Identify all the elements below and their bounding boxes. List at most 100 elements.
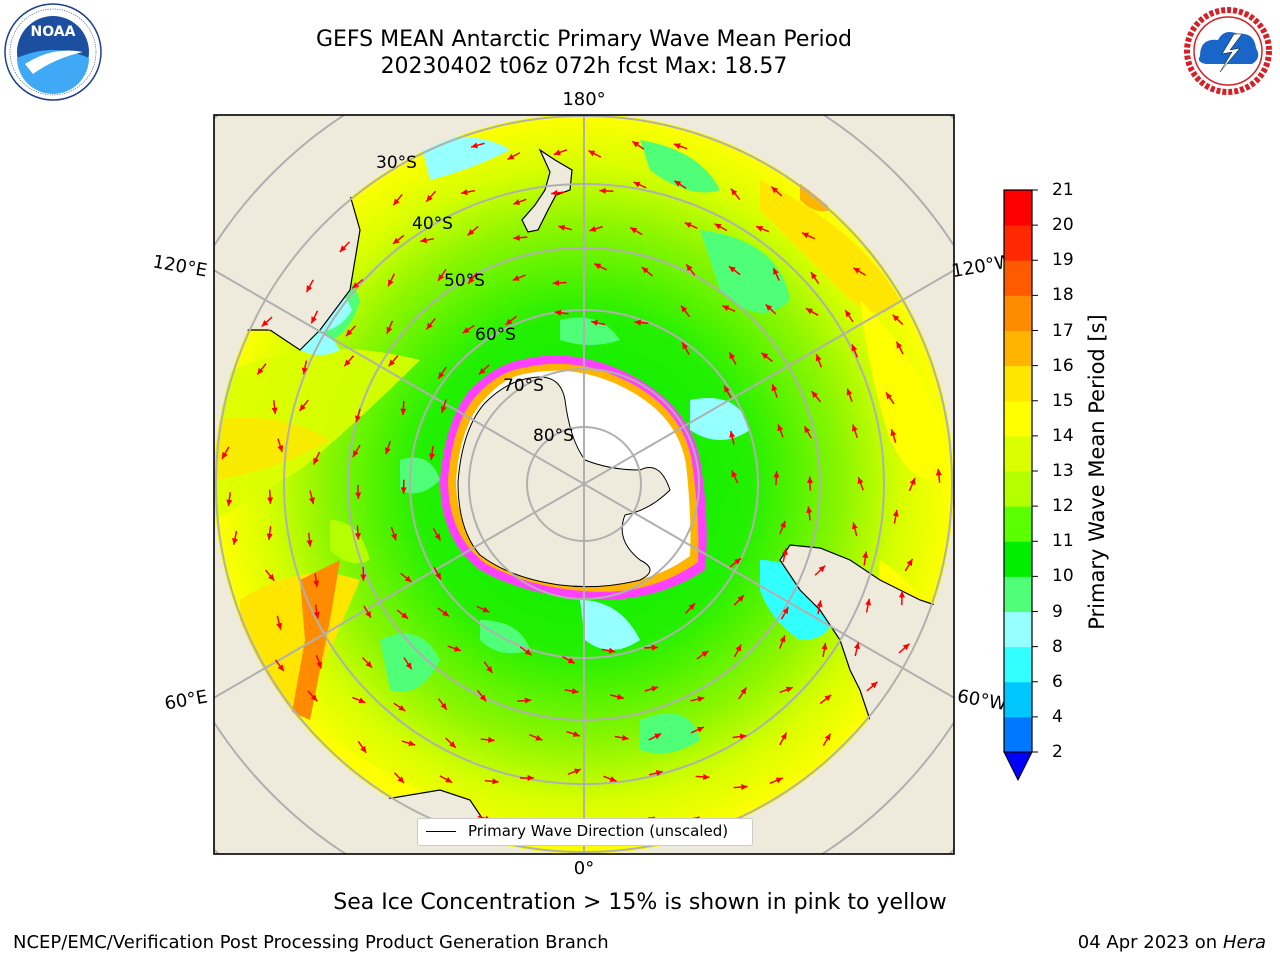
- wave-arrow-head: [352, 450, 359, 458]
- colorbar-tick-label: 16: [1052, 355, 1074, 376]
- wave-arrow-head: [401, 612, 409, 619]
- wave-arrow-head: [886, 392, 893, 400]
- wave-arrow-head: [673, 143, 681, 149]
- wave-arrow-head: [824, 694, 832, 702]
- wave-arrow-head: [714, 223, 722, 230]
- wave-arrow-head: [779, 635, 786, 643]
- wave-arrow-head: [232, 538, 238, 545]
- wave-arrow-head: [811, 391, 818, 398]
- wave-arrow-head: [461, 189, 468, 196]
- wave-arrow-head: [688, 603, 696, 610]
- lat-label-50s: 50°S: [444, 271, 485, 291]
- wave-arrow-head: [558, 224, 566, 231]
- wave-arrow-head: [360, 745, 367, 753]
- colorbar-tick-label: 11: [1052, 531, 1074, 552]
- lat-label-60s: 60°S: [475, 325, 516, 345]
- wave-arrow-head: [845, 310, 852, 318]
- wave-arrow-head: [824, 733, 831, 741]
- colorbar-tick-label: 14: [1052, 425, 1074, 446]
- colorbar-segment: [1004, 190, 1032, 226]
- wave-arrow-head: [567, 657, 575, 664]
- wave-arrow-head: [730, 188, 738, 196]
- wave-arrow-head: [599, 187, 606, 194]
- wave-arrow-head: [853, 642, 860, 650]
- wave-arrow-head: [906, 558, 913, 566]
- wave-arrow-head: [306, 285, 313, 293]
- lat-label-30s: 30°S: [376, 153, 417, 173]
- wave-arrow-head: [621, 734, 629, 741]
- wave-arrow-head: [524, 697, 532, 704]
- colorbar-tick-label: 15: [1052, 390, 1074, 411]
- wave-arrow-head: [388, 359, 396, 367]
- wave-arrow-head: [400, 408, 407, 416]
- wave-arrow-head: [724, 385, 730, 393]
- colorbar-tick-label: 18: [1052, 285, 1074, 306]
- lat-label-70s: 70°S: [503, 376, 544, 396]
- wave-arrow-head: [851, 522, 858, 530]
- wave-arrow-head: [740, 687, 747, 695]
- wave-arrow-head: [426, 194, 433, 202]
- wave-arrow-head: [438, 371, 445, 379]
- colorbar-tick-label: 21: [1052, 180, 1074, 200]
- wave-arrow-head: [865, 598, 872, 606]
- high-period-band: [292, 560, 340, 720]
- wave-arrow-head: [851, 424, 858, 432]
- colorbar-segment: [1004, 576, 1032, 612]
- colorbar-label: Primary Wave Mean Period [s]: [1085, 314, 1109, 630]
- wave-arrow-head: [756, 225, 764, 232]
- wave-arrow-head: [266, 533, 273, 541]
- wave-arrow-head: [271, 407, 278, 415]
- wave-arrow-head: [535, 734, 543, 741]
- wave-arrow-head: [492, 778, 499, 785]
- wave-arrow-head: [632, 141, 640, 148]
- wave-arrow-head: [616, 693, 624, 700]
- wave-arrow-head: [651, 685, 659, 692]
- wave-arrow-head: [684, 222, 692, 229]
- wave-arrow-head: [301, 367, 308, 375]
- footer-date-text: 04 Apr 2023 on: [1077, 932, 1223, 953]
- colorbar-segment: [1004, 435, 1032, 472]
- colorbar-extend-triangle: [1003, 751, 1033, 782]
- wave-arrow-head: [806, 506, 813, 514]
- legend-text: Primary Wave Direction (unscaled): [468, 822, 729, 840]
- wave-arrow-head: [524, 649, 532, 656]
- wave-arrow-head: [488, 736, 495, 743]
- wave-arrow-head: [729, 430, 736, 438]
- colorbar-segment: [1004, 260, 1032, 296]
- wave-arrow-head: [818, 565, 826, 573]
- wave-arrow-head: [589, 225, 597, 232]
- wave-arrow-head: [816, 600, 823, 608]
- wave-arrow-head: [527, 774, 534, 781]
- wave-arrow-head: [781, 548, 788, 556]
- wave-arrow-head: [608, 647, 616, 654]
- wave-arrow-head: [386, 326, 393, 334]
- wave-arrow-head: [696, 726, 704, 733]
- wave-arrow-head: [686, 264, 693, 272]
- wave-arrow-head: [771, 384, 778, 392]
- colorbar-tick-label: 13: [1052, 461, 1074, 481]
- wave-arrow-head: [898, 591, 905, 598]
- wave-arrow-head: [588, 150, 596, 157]
- wave-arrow-head: [420, 237, 428, 244]
- wave-arrow-head: [761, 352, 769, 360]
- wave-arrow-head: [728, 266, 736, 273]
- colorbar-tick-label: 17: [1052, 320, 1074, 341]
- wave-arrow-head: [609, 776, 617, 782]
- wave-arrow-head: [462, 327, 470, 334]
- footer-date: 04 Apr 2023 on Hera: [1078, 932, 1266, 953]
- wave-arrow-head: [445, 776, 453, 783]
- wave-arrow-head: [862, 551, 869, 559]
- wave-arrow-head: [339, 245, 347, 252]
- lon-label-180: 180°: [562, 89, 605, 110]
- lat-label-40s: 40°S: [412, 214, 453, 234]
- wave-arrow-head: [729, 352, 736, 360]
- wave-arrow-head: [344, 359, 351, 367]
- wave-arrow-head: [573, 768, 581, 775]
- wave-arrow-head: [400, 487, 407, 494]
- wave-arrow-head: [316, 661, 322, 669]
- chart-subtitle: 20230402 t06z 072h fcst Max: 18.57: [380, 54, 788, 79]
- wave-arrow-head: [428, 453, 436, 460]
- wave-arrow-head: [853, 267, 861, 274]
- lat-label-80s: 80°S: [533, 426, 574, 446]
